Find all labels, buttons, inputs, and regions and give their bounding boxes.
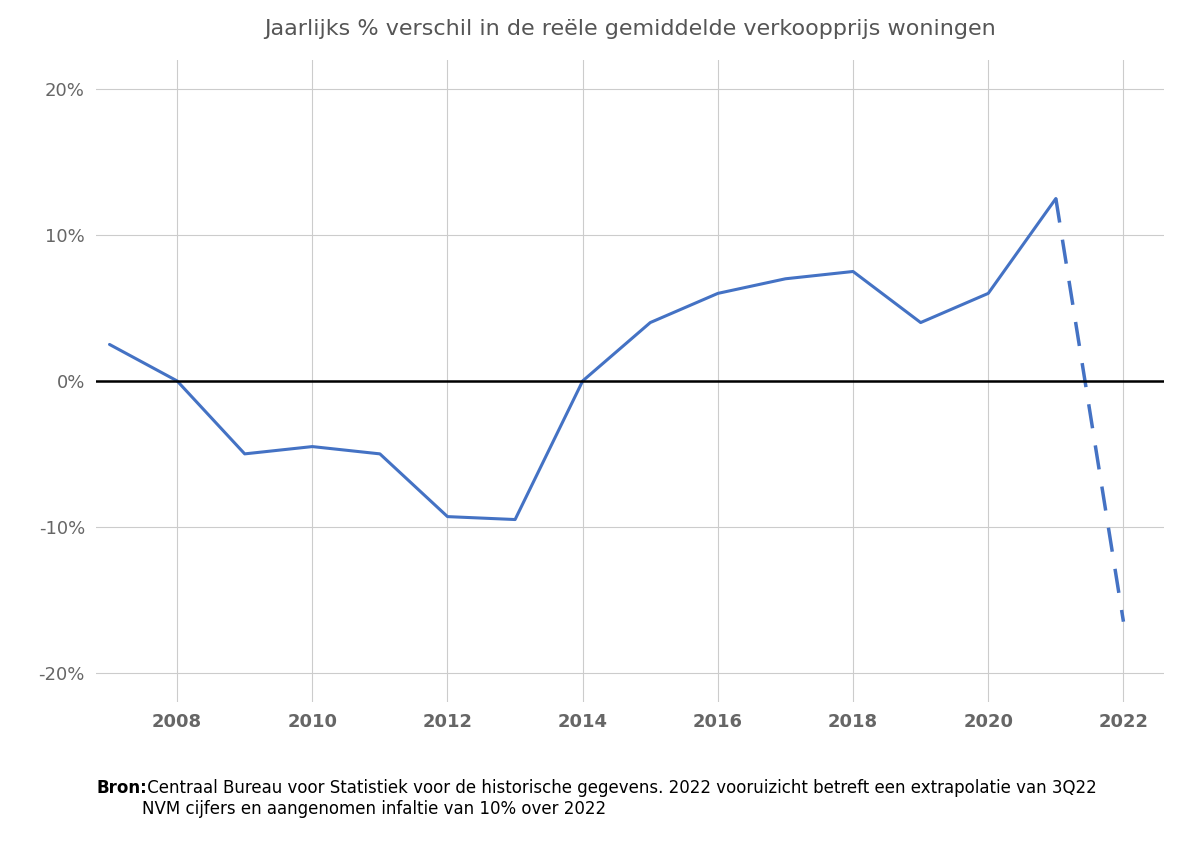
Text: Bron:: Bron: [96, 779, 146, 797]
Text: Centraal Bureau voor Statistiek voor de historische gegevens. 2022 vooruizicht b: Centraal Bureau voor Statistiek voor de … [142, 779, 1097, 817]
Title: Jaarlijks % verschil in de reële gemiddelde verkoopprijs woningen: Jaarlijks % verschil in de reële gemidde… [264, 19, 996, 39]
